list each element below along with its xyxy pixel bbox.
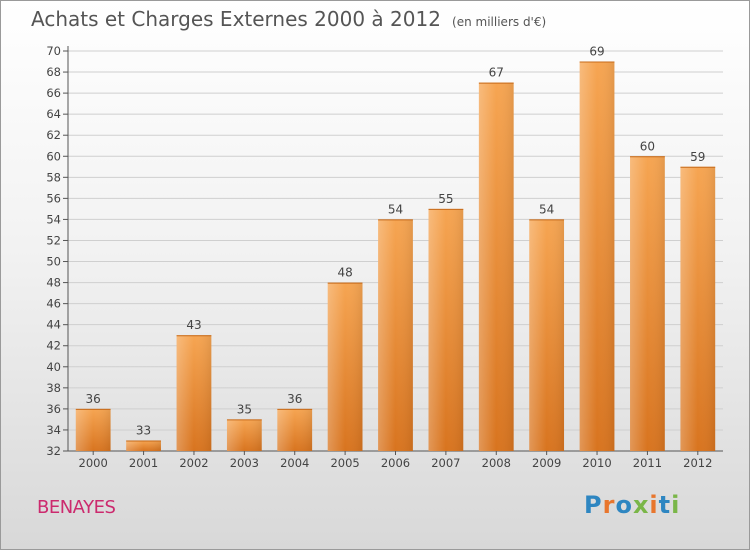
y-tick-label: 66: [46, 86, 61, 100]
x-tick-label: 2008: [482, 456, 511, 470]
data-label: 60: [640, 139, 655, 153]
y-tick-label: 68: [46, 65, 61, 79]
x-tick-label: 2003: [230, 456, 259, 470]
y-tick-label: 40: [46, 360, 61, 374]
y-tick-label: 52: [46, 233, 61, 247]
x-tick-label: 2000: [79, 456, 108, 470]
bar-shade: [126, 440, 161, 451]
data-label: 54: [388, 202, 403, 216]
y-tick-label: 58: [46, 170, 61, 184]
chart-header: Achats et Charges Externes 2000 à 2012 (…: [31, 7, 546, 31]
logo-letter: x: [632, 491, 650, 519]
data-label: 48: [337, 266, 352, 280]
y-tick-label: 64: [46, 107, 61, 121]
y-tick-label: 70: [46, 44, 61, 58]
data-label: 54: [539, 202, 554, 216]
y-tick-label: 42: [46, 339, 61, 353]
data-label: 55: [438, 192, 453, 206]
logo-letter: i: [649, 491, 659, 519]
bar-shade: [478, 82, 514, 451]
bar-shade: [378, 219, 413, 451]
data-label: 69: [589, 45, 604, 59]
x-tick-label: 2010: [582, 456, 611, 470]
bar-shade: [579, 61, 615, 452]
y-tick-label: 46: [46, 297, 61, 311]
x-tick-label: 2002: [179, 456, 208, 470]
x-tick-label: 2011: [633, 456, 662, 470]
y-tick-label: 50: [46, 255, 61, 269]
logo-letter: P: [584, 491, 603, 519]
y-tick-label: 48: [46, 276, 61, 290]
y-tick-label: 54: [46, 212, 61, 226]
y-tick-label: 44: [46, 318, 61, 332]
bar-shade: [176, 335, 212, 451]
y-tick-label: 34: [46, 423, 61, 437]
x-tick-label: 2001: [129, 456, 158, 470]
chart-unit: (en milliers d'€): [452, 15, 547, 29]
x-tick-label: 2009: [532, 456, 561, 470]
data-label: 33: [136, 423, 151, 437]
logo-letter: t: [658, 491, 672, 519]
data-label: 36: [86, 392, 101, 406]
logo-letter: r: [602, 491, 616, 519]
x-tick-label: 2012: [683, 456, 712, 470]
y-tick-label: 38: [46, 381, 61, 395]
city-name: BENAYES: [37, 497, 116, 518]
proxiti-logo[interactable]: Proxiti: [584, 491, 680, 519]
bar-shade: [630, 156, 665, 451]
x-tick-label: 2005: [330, 456, 359, 470]
data-label: 67: [489, 66, 504, 80]
data-label: 35: [237, 402, 252, 416]
x-tick-label: 2007: [431, 456, 460, 470]
y-tick-label: 56: [46, 191, 61, 205]
bar-shade: [277, 408, 313, 451]
logo-letter: o: [615, 491, 633, 519]
data-label: 36: [287, 392, 302, 406]
bar-shade: [226, 419, 262, 451]
y-tick-label: 60: [46, 149, 61, 163]
x-tick-label: 2004: [280, 456, 309, 470]
x-tick-label: 2006: [381, 456, 410, 470]
bar-shade: [327, 282, 363, 451]
chart-title: Achats et Charges Externes 2000 à 2012: [31, 7, 441, 31]
data-label: 43: [186, 318, 201, 332]
bar-shade: [428, 208, 464, 451]
y-tick-label: 36: [46, 402, 61, 416]
bar-shade: [680, 166, 716, 451]
y-tick-label: 62: [46, 128, 61, 142]
data-label: 59: [690, 150, 705, 164]
logo-letter: i: [671, 491, 681, 519]
bar-shade: [529, 219, 565, 451]
y-tick-label: 32: [46, 444, 61, 458]
bar-shade: [75, 408, 111, 451]
